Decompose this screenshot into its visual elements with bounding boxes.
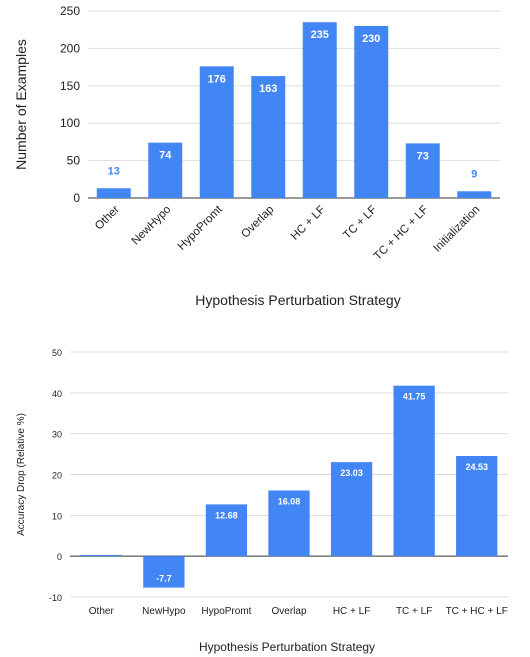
x-tick-label: Other (89, 606, 115, 617)
bar-hc-lf (330, 462, 373, 557)
bar-tc-lf (354, 25, 389, 199)
data-label: 176 (208, 73, 226, 85)
data-label: 163 (259, 83, 277, 95)
data-label: 235 (311, 29, 329, 41)
x-tick-label: NewHypo (130, 204, 174, 248)
bar-initialization (457, 191, 492, 198)
number-of-examples-chart: 0 50 100 150 200 250 13 Other 74 NewHypo 176 HypoPr… (13, 4, 500, 308)
x-tick-label: TC + LF (396, 606, 432, 617)
x-tick-label: Overlap (271, 606, 306, 617)
y-tick-label: 100 (60, 116, 80, 130)
y-axis-title: Number of Examples (13, 39, 29, 170)
bar-newhypo (143, 556, 185, 588)
data-label: 74 (159, 150, 172, 162)
x-tick-label: HypoPromt (201, 606, 251, 617)
data-label: 23.03 (340, 468, 363, 478)
y-tick-label: 30 (52, 430, 62, 440)
x-tick-label: TC + LF (341, 204, 379, 242)
x-tick-label: NewHypo (142, 606, 186, 617)
y-axis-title: Accuracy Drop (Relative %) (16, 413, 27, 536)
x-tick-label: HC + LF (333, 606, 371, 617)
y-tick-label: 40 (52, 389, 62, 399)
bar-overlap (268, 490, 310, 557)
y-tick-label: 50 (67, 154, 81, 168)
data-label: 73 (417, 150, 429, 162)
bar-tc-lf (393, 385, 435, 557)
data-label: 12.68 (215, 510, 238, 520)
x-axis-title: Hypothesis Perturbation Strategy (199, 640, 375, 654)
y-tick-label: 250 (60, 4, 80, 18)
y-tick-label: 50 (52, 348, 62, 358)
bar-overlap (251, 76, 286, 198)
y-tick-label: -10 (49, 593, 62, 603)
x-axis-title: Hypothesis Perturbation Strategy (195, 292, 400, 308)
x-tick-label: TC + HC + LF (446, 606, 508, 617)
bar-tc-hc-lf (405, 143, 440, 198)
bar-newhypo (148, 142, 183, 198)
x-tick-label: HypoPromt (176, 203, 226, 253)
bar-hypopromt (199, 66, 234, 199)
x-tick-label: Initialization (431, 204, 482, 255)
data-label: 9 (471, 168, 477, 180)
bar-tc-hc-lf (456, 456, 498, 557)
bar-other (96, 188, 131, 198)
y-tick-label: 200 (60, 41, 80, 55)
bar-other (80, 554, 122, 557)
x-tick-label: TC + HC + LF (372, 204, 431, 263)
y-tick-label: 0 (57, 552, 62, 562)
data-label: 230 (362, 33, 380, 45)
data-label: -7.7 (156, 574, 172, 584)
x-tick-label: Overlap (239, 204, 276, 241)
x-tick-label: HC + LF (289, 204, 328, 243)
data-label: 13 (108, 165, 120, 177)
data-label: 41.75 (403, 392, 426, 402)
bar-hypopromt (205, 504, 248, 557)
data-label: 24.53 (465, 462, 488, 472)
y-tick-label: 150 (60, 79, 80, 93)
y-tick-label: 20 (52, 471, 62, 481)
bar-hc-lf (302, 22, 337, 198)
x-tick-label: Other (93, 204, 122, 233)
accuracy-drop-chart: -10 0 10 20 30 40 50 Other -7.7 NewHypo 12.68 HypoP… (16, 348, 508, 654)
y-tick-label: 0 (73, 191, 80, 205)
y-tick-label: 10 (52, 511, 62, 521)
data-label: 16.08 (278, 497, 301, 507)
